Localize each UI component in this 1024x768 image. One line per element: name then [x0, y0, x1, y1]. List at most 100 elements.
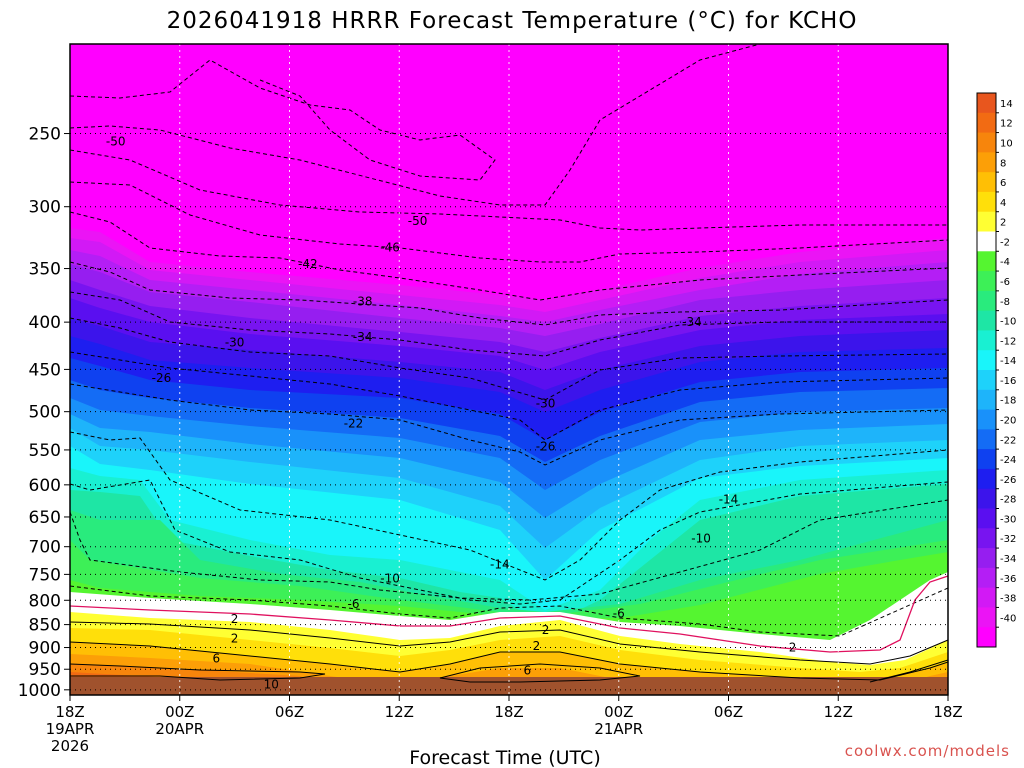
y-tick-label: 1000	[18, 681, 61, 701]
x-tick-label: 12Z	[385, 703, 414, 721]
contour-label: -22	[344, 417, 364, 431]
colorbar-swatch	[977, 468, 996, 490]
contour-line	[69, 317, 949, 401]
contour-label: -50	[106, 134, 126, 148]
x-tick-label: 00Z	[604, 703, 633, 721]
x-tick-label: 19APR	[46, 720, 95, 738]
contour-line	[69, 499, 949, 601]
colorbar-swatch	[977, 508, 996, 529]
colorbar-swatch	[977, 528, 996, 549]
y-tick-label: 350	[29, 260, 61, 280]
x-axis-label: Forecast Time (UTC)	[409, 747, 600, 768]
y-tick-label: 300	[29, 198, 61, 218]
contour-label: -34	[353, 330, 373, 344]
y-tick-label: 500	[29, 403, 61, 423]
contour-label: -46	[380, 240, 400, 254]
colorbar-label: -36	[1000, 574, 1016, 585]
colorbar-swatch	[977, 172, 996, 193]
grid-lines	[70, 44, 948, 695]
contour-label: -10	[380, 572, 400, 586]
colorbar-swatch	[977, 310, 996, 331]
colorbar-label: 2	[1000, 218, 1006, 229]
contour-line	[69, 181, 949, 263]
contour-labels: -50 -50 -46 -42 -38 -34 -34 -30 -30 -26 -26 -22 -14 -…	[106, 134, 796, 691]
contour-label: -42	[298, 257, 318, 271]
colorbar-swatch	[977, 350, 996, 371]
colorbar-label: -20	[1000, 415, 1016, 426]
x-tick-label: 2026	[51, 737, 89, 755]
colorbar-label: -16	[1000, 376, 1016, 387]
contour-label: 2	[533, 639, 541, 653]
x-tick-label: 12Z	[824, 703, 853, 721]
x-tick-label: 18Z	[494, 703, 523, 721]
contour-line	[69, 585, 949, 637]
colorbar-swatch	[977, 587, 996, 608]
colorbar-label: -4	[1000, 257, 1010, 268]
y-tick-label: 850	[29, 616, 61, 636]
contour-label: 2	[789, 641, 797, 655]
y-tick-label: 550	[29, 441, 61, 461]
colorbar-label: -28	[1000, 495, 1016, 506]
x-tick-label: 06Z	[714, 703, 743, 721]
colorbar-swatch	[977, 409, 996, 430]
y-tick-label: 900	[29, 639, 61, 659]
colorbar-label: 8	[1000, 158, 1006, 169]
contour-label: -38	[353, 295, 373, 309]
contour-label: 6	[213, 652, 221, 666]
y-tick-label: 950	[29, 660, 61, 680]
contour-label: -26	[536, 439, 556, 453]
colorbar-swatch	[977, 607, 996, 628]
colorbar-label: 14	[1000, 99, 1013, 110]
contour-line	[69, 621, 949, 665]
colorbar-swatch	[977, 132, 996, 153]
colorbar-label: -10	[1000, 317, 1016, 328]
colorbar-swatch	[977, 93, 996, 114]
colorbar-swatch	[977, 191, 996, 213]
y-tick-label: 650	[29, 508, 61, 528]
colorbar-label: 4	[1000, 198, 1006, 209]
temperature-shading	[70, 228, 948, 695]
y-tick-label: 800	[29, 591, 61, 611]
colorbar-label: -38	[1000, 594, 1016, 605]
contour-line	[69, 59, 496, 181]
contour-line	[69, 43, 761, 206]
contour-label: 6	[523, 663, 531, 677]
colorbar-swatch	[977, 389, 996, 411]
chart-title: 2026041918 HRRR Forecast Temperature (°C…	[167, 8, 858, 34]
colorbar-label: 12	[1000, 119, 1013, 130]
pressure-axis: 250 300 350 400 450 500 550 600 650 700 750 800 850 9…	[18, 125, 70, 701]
y-tick-label: 700	[29, 538, 61, 558]
y-tick-label: 750	[29, 565, 61, 585]
contour-line-zero	[69, 575, 949, 653]
colorbar-label: -6	[1000, 277, 1010, 288]
colorbar-swatch	[977, 567, 996, 589]
colorbar-swatch	[977, 112, 996, 134]
contour-label: -14	[490, 558, 510, 572]
contour-label: -30	[536, 397, 556, 411]
colorbar-label: 6	[1000, 178, 1006, 189]
colorbar-swatch	[977, 330, 996, 351]
colorbar-swatch	[977, 231, 996, 252]
colorbar-label: -40	[1000, 613, 1016, 624]
colorbar: 14 12 10 8 6 4 2 -2 -4 -6 -8 -10 -12 -14 -16 -18 -20 -22 -…	[976, 92, 1016, 648]
credit-text[interactable]: coolwx.com/models	[845, 742, 1010, 760]
contour-line	[69, 149, 948, 231]
y-tick-label: 600	[29, 476, 61, 496]
x-tick-label: 00Z	[165, 703, 194, 721]
colorbar-swatch	[977, 449, 996, 470]
colorbar-label: -30	[1000, 514, 1016, 525]
colorbar-label: -24	[1000, 455, 1016, 466]
colorbar-label: -18	[1000, 396, 1016, 407]
x-tick-label: 21APR	[594, 720, 643, 738]
contour-label: 10	[264, 678, 279, 692]
colorbar-label: -2	[1000, 237, 1010, 248]
contour-label: -30	[225, 336, 245, 350]
x-tick-label: 18Z	[933, 703, 962, 721]
contour-line	[869, 659, 949, 683]
colorbar-swatch	[977, 211, 996, 232]
colorbar-label: -12	[1000, 336, 1016, 347]
colorbar-label: -32	[1000, 534, 1016, 545]
x-tick-label: 06Z	[275, 703, 304, 721]
